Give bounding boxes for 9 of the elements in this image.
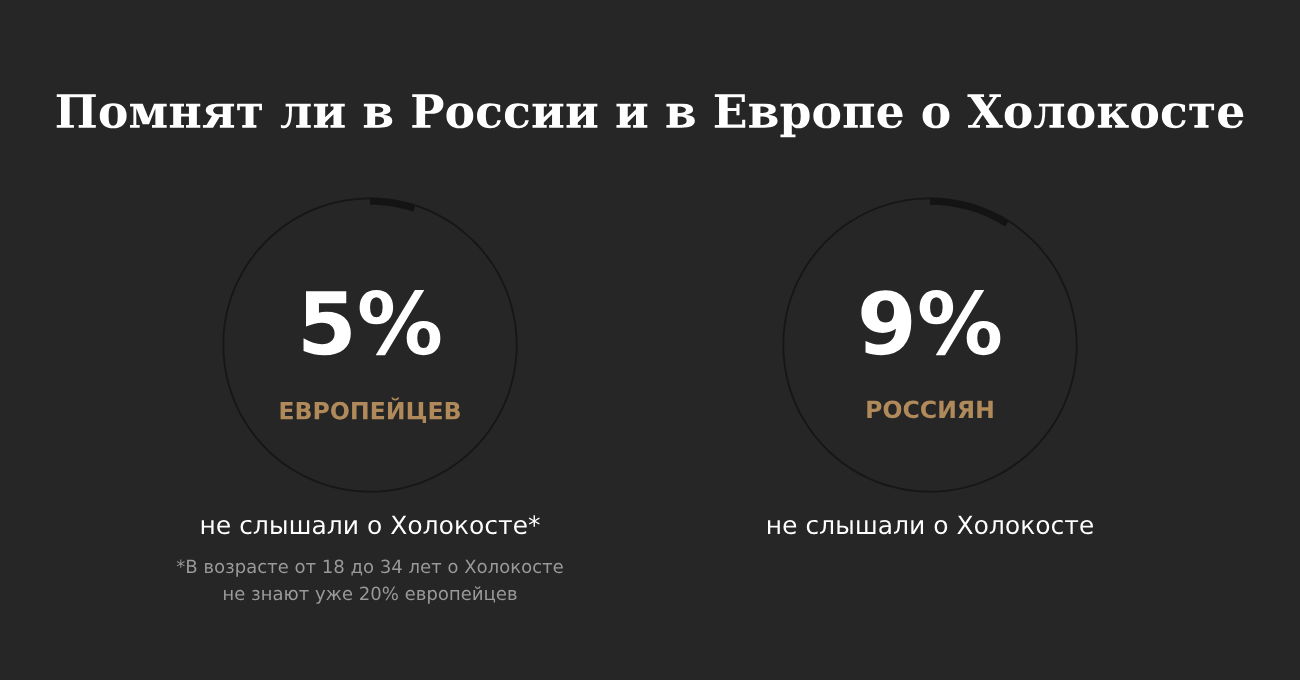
data-label: 5% xyxy=(303,290,441,356)
text: РОССИЯН xyxy=(867,400,993,419)
data-label: 9% xyxy=(861,290,1001,356)
text: ЕВРОПЕЙЦЕВ xyxy=(280,397,460,423)
text: не слышали о Холокосте* xyxy=(201,515,540,535)
text: Помнят ли в России и в Европе о Холокосте xyxy=(56,94,1244,138)
text: не слышали о Холокосте xyxy=(768,515,1093,535)
text: *В возрасте от 18 до 34 лет о Холокосте xyxy=(176,559,563,577)
text: не знают уже 20% европейцев xyxy=(224,586,517,604)
